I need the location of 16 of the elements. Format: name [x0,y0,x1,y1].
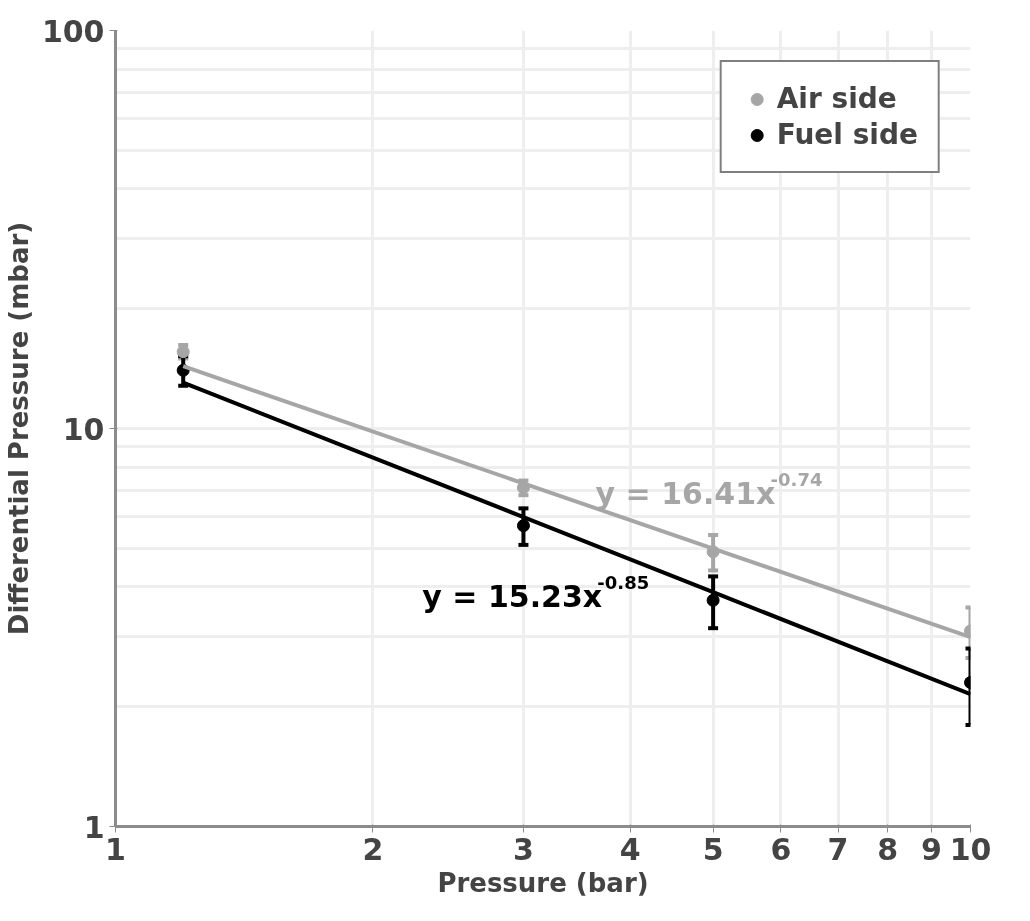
x-tick-label: 9 [920,831,942,867]
legend-label: Fuel side [776,118,918,151]
y-axis-title: Differential Pressure (mbar) [3,221,34,636]
x-tick-label: 4 [619,831,641,867]
y-tick-label: 100 [41,13,105,49]
x-tick-label: 6 [770,831,792,867]
y-tick-label: 10 [62,411,105,447]
x-tick-label: 2 [362,831,384,867]
legend-label: Air side [776,82,897,115]
x-tick-label: 7 [827,831,849,867]
y-tick-label: 1 [83,809,105,845]
x-tick-label: 3 [513,831,534,867]
x-axis-title: Pressure (bar) [437,867,649,898]
x-tick-label: 8 [877,831,899,867]
x-tick-label: 5 [702,831,724,867]
x-tick-label: 10 [949,831,992,867]
